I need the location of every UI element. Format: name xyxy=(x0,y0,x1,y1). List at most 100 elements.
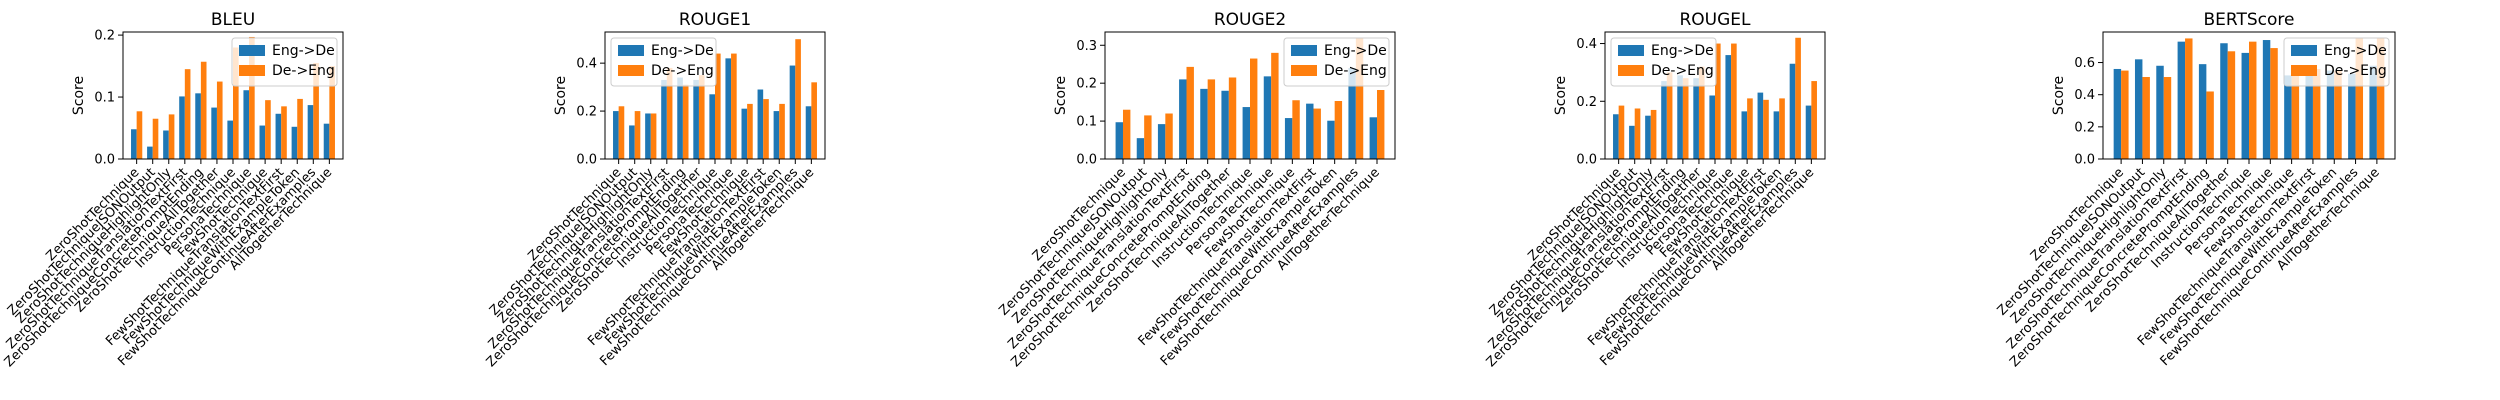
bar-de-eng-8 xyxy=(1292,100,1300,159)
bar-eng-de-0 xyxy=(1115,122,1123,159)
legend-swatch-de-eng xyxy=(1291,65,1317,76)
bar-de-eng-0 xyxy=(618,106,625,159)
y-axis-label: Score xyxy=(1553,76,1569,115)
bar-eng-de-7 xyxy=(243,90,250,159)
legend-swatch-eng-de xyxy=(239,45,265,56)
bar-eng-de-5 xyxy=(211,107,217,159)
y-tick-label: 0.2 xyxy=(2074,120,2095,135)
bar-de-eng-9 xyxy=(1763,99,1769,159)
bar-eng-de-5 xyxy=(693,79,699,159)
bar-eng-de-10 xyxy=(2326,70,2335,159)
bar-eng-de-12 xyxy=(1805,105,1812,159)
bar-eng-de-11 xyxy=(307,105,314,159)
bar-eng-de-6 xyxy=(1242,107,1250,159)
bar-eng-de-8 xyxy=(2284,75,2292,159)
bar-de-eng-12 xyxy=(2376,38,2385,159)
bar-eng-de-12 xyxy=(323,123,330,159)
legend: Eng->De De->Eng xyxy=(231,37,338,87)
bar-de-eng-3 xyxy=(184,69,191,159)
y-tick-label: 0.3 xyxy=(1076,39,1097,54)
legend-swatch-de-eng xyxy=(1618,65,1644,76)
bar-eng-de-4 xyxy=(2198,64,2207,159)
bar-eng-de-11 xyxy=(1348,68,1356,159)
bar-eng-de-9 xyxy=(1306,103,1314,159)
bar-eng-de-5 xyxy=(1693,78,1699,159)
bar-de-eng-3 xyxy=(1666,72,1673,159)
bar-de-eng-3 xyxy=(2185,38,2193,159)
bar-eng-de-0 xyxy=(613,111,619,159)
legend: Eng->De De->Eng xyxy=(1283,37,1390,87)
bar-eng-de-4 xyxy=(1677,75,1683,159)
bar-eng-de-1 xyxy=(629,125,635,159)
bar-de-eng-4 xyxy=(200,61,207,159)
bar-de-eng-1 xyxy=(1144,115,1152,159)
bar-de-eng-5 xyxy=(1698,66,1705,159)
bar-eng-de-1 xyxy=(2134,59,2143,159)
bar-de-eng-1 xyxy=(2142,77,2150,159)
bar-eng-de-6 xyxy=(1709,95,1715,159)
bar-de-eng-12 xyxy=(329,66,335,159)
legend-swatch-eng-de xyxy=(2291,45,2317,56)
bar-eng-de-9 xyxy=(275,113,282,159)
bar-eng-de-0 xyxy=(2113,68,2122,159)
bar-eng-de-10 xyxy=(1773,111,1780,160)
legend-swatch-de-eng xyxy=(239,65,265,76)
bar-de-eng-7 xyxy=(1271,52,1279,159)
bar-eng-de-8 xyxy=(741,108,748,159)
bar-de-eng-4 xyxy=(1682,78,1689,159)
y-tick-label: 0.1 xyxy=(94,91,115,106)
bar-de-eng-5 xyxy=(1228,77,1237,159)
y-tick-label: 0.4 xyxy=(2074,88,2095,103)
y-tick-label: 0.0 xyxy=(576,153,597,168)
bar-de-eng-3 xyxy=(1186,66,1194,159)
bar-eng-de-7 xyxy=(725,58,732,159)
legend-label-eng-de: Eng->De xyxy=(2324,43,2387,59)
bar-eng-de-10 xyxy=(291,126,298,159)
bar-de-eng-7 xyxy=(1731,43,1737,159)
bar-eng-de-11 xyxy=(2348,73,2356,159)
y-axis-label: Score xyxy=(2051,76,2067,115)
bar-eng-de-5 xyxy=(1221,90,1229,159)
legend-label-de-eng: De->Eng xyxy=(2324,63,2387,79)
legend-label-eng-de: Eng->De xyxy=(1324,43,1387,59)
bar-de-eng-8 xyxy=(265,100,271,159)
bar-de-eng-2 xyxy=(1165,113,1173,159)
bar-de-eng-6 xyxy=(1250,58,1258,159)
bar-eng-de-3 xyxy=(1179,79,1187,159)
legend-swatch-eng-de xyxy=(618,45,644,56)
bar-de-eng-7 xyxy=(731,53,737,159)
legend-label-eng-de: Eng->De xyxy=(651,43,714,59)
bar-eng-de-6 xyxy=(2241,52,2249,159)
bar-eng-de-1 xyxy=(1136,138,1145,159)
chart-panel-0: 0.00.10.2ZeroShotTechniqueZeroShotTechni… xyxy=(2,10,344,370)
y-tick-label: 0.0 xyxy=(1076,153,1097,168)
chart-panel-2: 0.00.10.20.3ZeroShotTechniqueZeroShotTec… xyxy=(996,10,1396,370)
bar-eng-de-5 xyxy=(2220,43,2228,159)
bar-de-eng-6 xyxy=(2249,41,2257,159)
legend: Eng->De De->Eng xyxy=(1610,37,1717,87)
bar-de-eng-12 xyxy=(811,82,817,159)
bar-eng-de-11 xyxy=(789,65,796,159)
bar-eng-de-10 xyxy=(1327,120,1335,159)
bar-eng-de-6 xyxy=(227,120,233,159)
legend-label-de-eng: De->Eng xyxy=(1651,63,1714,79)
y-axis-label: Score xyxy=(553,76,569,115)
bar-eng-de-3 xyxy=(1661,81,1667,159)
y-tick-label: 0.4 xyxy=(576,57,597,72)
bar-de-eng-12 xyxy=(1377,90,1385,159)
bar-eng-de-1 xyxy=(147,146,153,159)
legend-label-eng-de: Eng->De xyxy=(272,43,335,59)
chart-panel-3: 0.00.20.4ZeroShotTechniqueZeroShotTechni… xyxy=(1484,10,1826,370)
bar-eng-de-4 xyxy=(677,77,683,159)
bar-de-eng-12 xyxy=(1811,81,1817,159)
bar-eng-de-4 xyxy=(1200,88,1208,159)
bar-de-eng-0 xyxy=(136,111,143,159)
bar-de-eng-0 xyxy=(1122,109,1131,159)
bar-de-eng-10 xyxy=(297,98,303,159)
bar-eng-de-8 xyxy=(259,125,266,159)
bar-de-eng-1 xyxy=(1634,108,1641,159)
bar-de-eng-1 xyxy=(634,111,641,159)
bar-eng-de-0 xyxy=(1613,114,1619,159)
legend-swatch-de-eng xyxy=(618,65,644,76)
